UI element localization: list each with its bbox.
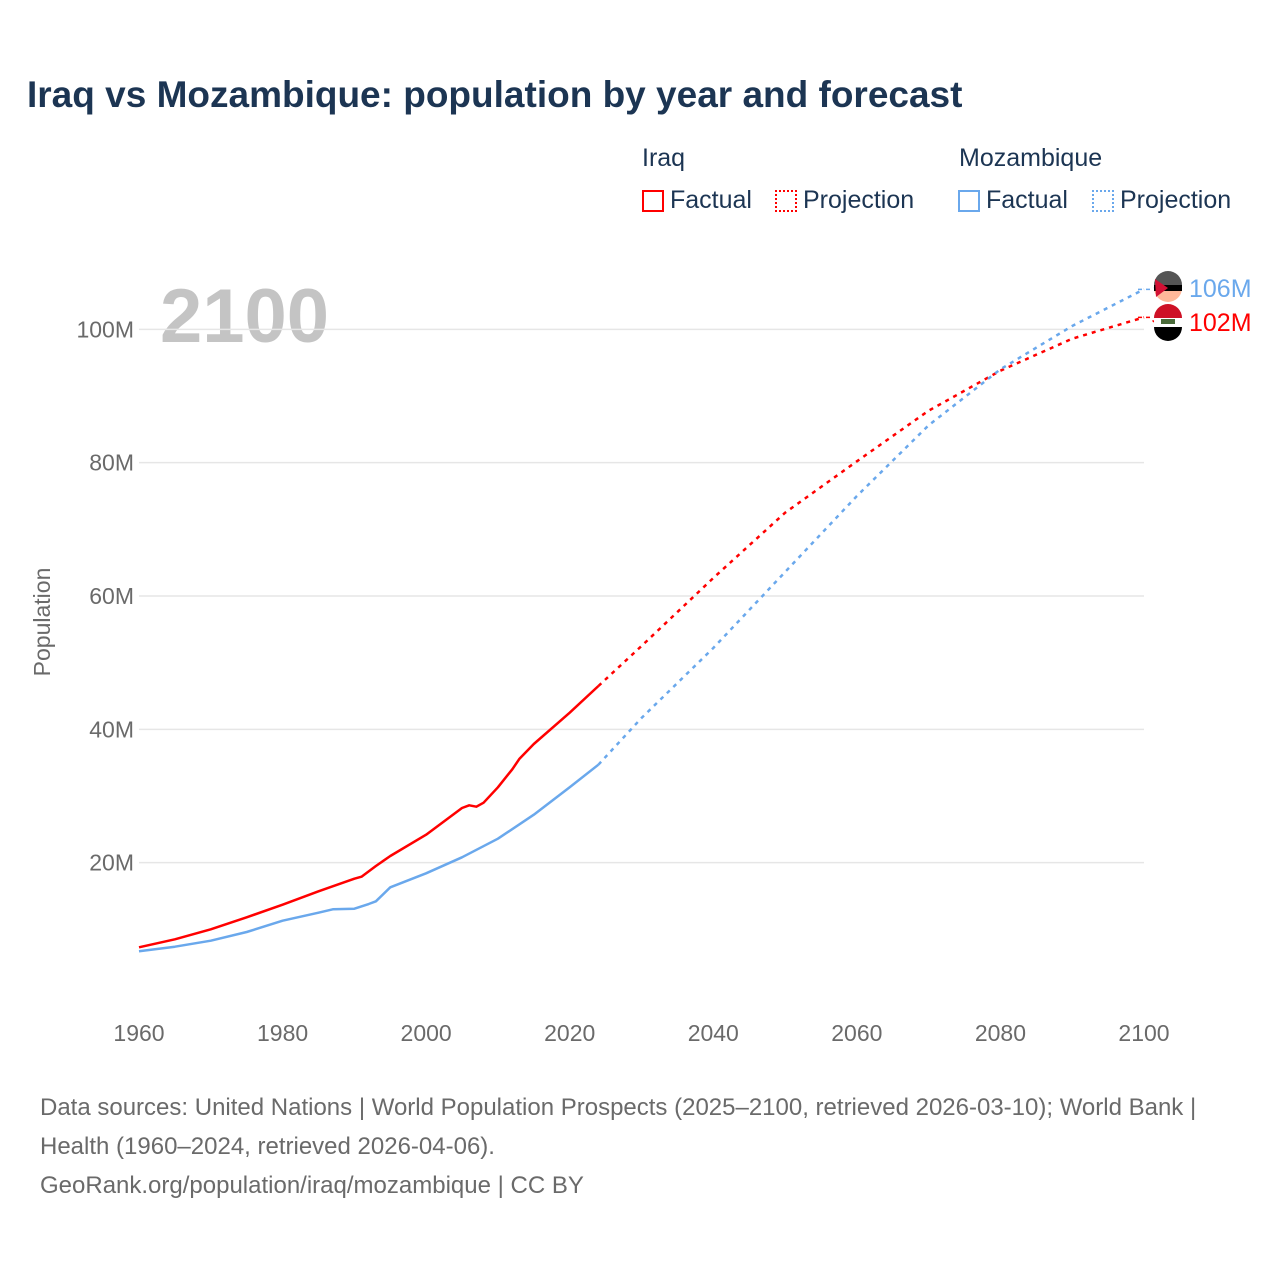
x-tick-label: 2040: [688, 1020, 739, 1046]
mozambique-flag-icon: [1154, 271, 1182, 302]
x-tick-label: 2000: [401, 1020, 452, 1046]
footer: Data sources: United Nations | World Pop…: [40, 1088, 1240, 1205]
legend-label: Projection: [803, 186, 915, 214]
iraq-end-label: 102M: [1189, 309, 1252, 337]
x-tick-label: 2080: [975, 1020, 1026, 1046]
iraq-projection-line: [597, 316, 1145, 687]
legend-iraq-factual[interactable]: Factual: [642, 186, 752, 215]
legend-swatch: [642, 189, 664, 212]
legend-group-mozambique: Mozambique: [959, 144, 1103, 172]
y-axis-label: Population: [29, 568, 55, 677]
legend-label: Projection: [1120, 186, 1232, 214]
legend-mozambique-factual[interactable]: Factual: [958, 186, 1068, 215]
legend-swatch: [1092, 189, 1114, 212]
legend-mozambique-projection[interactable]: Projection: [1092, 186, 1231, 215]
legend-label: Factual: [670, 186, 752, 214]
year-watermark: 2100: [160, 274, 329, 359]
mozambique-projection-line: [597, 288, 1145, 766]
iraq-factual-line: [138, 685, 600, 949]
x-tick-label: 2020: [544, 1020, 595, 1046]
footer-link[interactable]: GeoRank.org/population/iraq/mozambique |…: [40, 1172, 584, 1199]
legend-swatch: [958, 189, 980, 212]
mozambique-label-connector: [1138, 287, 1155, 291]
plot-area: 2100 20M 40M 60M 80M 100M 1960 1980 2000 2020 204…: [29, 271, 1252, 1046]
y-tick-label: 20M: [89, 850, 134, 876]
mozambique-end-label: 106M: [1189, 275, 1252, 303]
iraq-flag-icon: [1154, 304, 1182, 341]
y-tick-label: 100M: [76, 316, 134, 342]
legend-group-iraq: Iraq: [642, 144, 686, 172]
mozambique-factual-line: [138, 763, 600, 953]
legend-iraq-projection[interactable]: Projection: [775, 186, 914, 215]
x-tick-label: 2060: [831, 1020, 882, 1046]
y-tick-label: 80M: [89, 450, 134, 476]
iraq-label-connector: [1138, 316, 1155, 323]
legend-swatch: [775, 189, 797, 212]
y-tick-label: 40M: [89, 716, 134, 742]
x-tick-label: 2100: [1118, 1020, 1169, 1046]
x-tick-label: 1980: [257, 1020, 308, 1046]
footer-sources: Data sources: United Nations | World Pop…: [40, 1094, 1197, 1160]
legend-label: Factual: [986, 186, 1068, 214]
x-tick-label: 1960: [113, 1020, 164, 1046]
y-tick-label: 60M: [89, 583, 134, 609]
chart-title: Iraq vs Mozambique: population by year a…: [27, 74, 963, 115]
